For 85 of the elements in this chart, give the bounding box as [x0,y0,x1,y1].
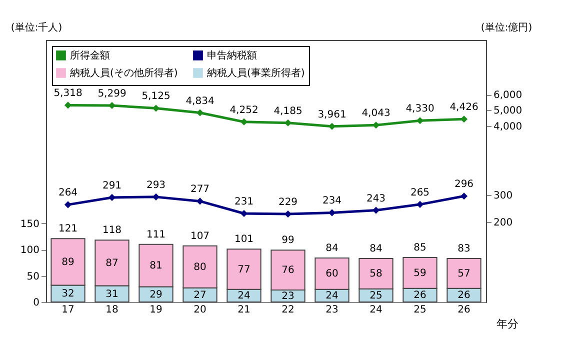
y-tick-label: 100 [20,245,40,256]
data-label: 5,318 [54,88,82,100]
x-tick-label: 24 [370,304,382,316]
data-label: 25 [370,290,382,302]
data-label: 234 [322,196,342,207]
data-label: 89 [62,256,74,268]
total-label: 118 [102,225,122,236]
data-label: 5,299 [98,88,126,100]
data-label: 26 [458,290,470,302]
data-label: 77 [238,264,250,276]
y-tick-label: 50 [26,271,40,282]
legend-label: 所得金額 [70,49,110,62]
total-label: 121 [58,224,78,235]
total-label: 84 [326,242,338,254]
data-label: 4,834 [186,96,214,107]
x-tick-label: 25 [414,304,426,316]
legend-label: 納税人員(事業所得者) [207,67,305,79]
point [64,201,72,208]
point [240,118,248,126]
data-label: 229 [278,197,298,208]
data-label: 60 [326,268,338,280]
x-tick-label: 19 [150,304,162,316]
x-tick-label: 18 [106,304,118,316]
data-label: 4,252 [230,104,258,116]
x-tick-label: 22 [282,304,294,316]
data-label: 5,125 [142,91,170,102]
y3-tick-label: 6,000 [494,90,522,102]
point [196,109,204,116]
total-label: 83 [458,244,470,255]
x-tick-label: 23 [326,304,338,316]
point [460,192,468,200]
data-label: 24 [326,290,338,302]
y3-tick-label: 5,000 [494,106,522,117]
data-label: 31 [106,288,118,300]
data-label: 4,185 [274,106,302,117]
y-tick-label: 150 [20,218,40,230]
data-label: 58 [370,268,382,280]
x-tick-label: 20 [194,304,206,316]
total-label: 84 [370,244,382,255]
data-label: 26 [414,290,426,302]
legend-label: 申告納税額 [207,49,257,62]
total-label: 107 [190,230,210,242]
y2-tick-label: 300 [494,190,513,202]
total-label: 85 [414,242,426,254]
data-label: 87 [106,258,118,269]
point [152,104,160,112]
data-label: 296 [454,179,474,190]
data-label: 57 [458,268,470,280]
x-tick-label: 21 [238,304,250,316]
data-label: 23 [282,290,294,302]
legend-label: 納税人員(その他所得者) [70,67,178,79]
data-label: 59 [414,268,426,279]
data-label: 291 [102,180,122,192]
data-label: 32 [62,288,74,300]
data-label: 243 [366,193,386,204]
data-label: 80 [194,262,206,273]
point [372,206,380,214]
total-label: 101 [234,234,254,246]
data-label: 265 [410,187,430,198]
data-label: 4,043 [362,108,390,120]
point [416,200,424,208]
data-label: 27 [194,290,206,301]
y2-axis-title: (単位:億円) [480,22,532,34]
y2-tick-label: 200 [494,217,513,228]
data-label: 24 [238,290,250,302]
data-label: 264 [58,188,78,199]
data-label: 81 [150,260,162,272]
y-axis-title: (単位:千人) [10,22,62,34]
data-label: 4,426 [450,102,478,114]
x-tick-label: 17 [62,304,74,316]
point [328,209,336,216]
y-tick-label: 0 [33,298,40,308]
data-label: 293 [146,180,166,191]
data-label: 29 [150,289,162,300]
total-label: 99 [282,235,294,246]
data-label: 3,961 [318,109,346,120]
x-axis-title: 年分 [496,318,518,330]
x-tick-label: 26 [458,304,470,316]
data-label: 277 [190,184,210,196]
point [196,198,204,205]
total-label: 111 [146,229,166,240]
y3-tick-label: 4,000 [494,121,522,132]
data-label: 76 [282,265,294,276]
data-label: 4,330 [406,104,434,115]
data-label: 231 [234,196,254,208]
